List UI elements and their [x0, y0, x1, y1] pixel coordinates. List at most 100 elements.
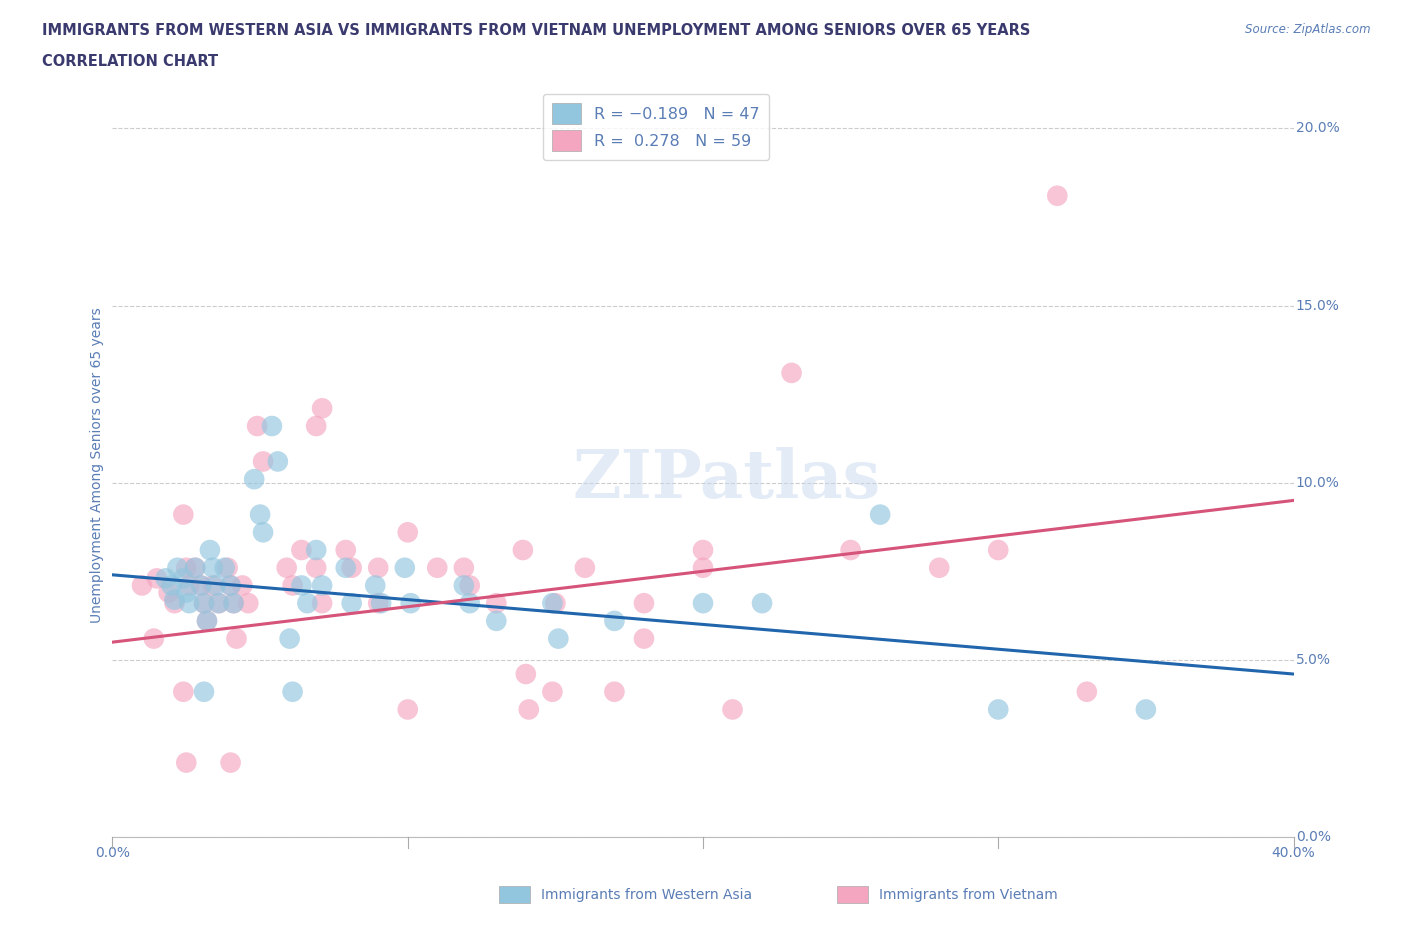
- Point: [394, 560, 416, 575]
- Point: [305, 418, 328, 433]
- Point: [198, 542, 221, 557]
- Point: [751, 596, 773, 611]
- Text: 0.0%: 0.0%: [1296, 830, 1331, 844]
- Point: [692, 560, 714, 575]
- Point: [987, 702, 1010, 717]
- Point: [276, 560, 298, 575]
- Point: [217, 560, 239, 575]
- Point: [780, 365, 803, 380]
- Point: [249, 507, 271, 522]
- Text: Immigrants from Western Asia: Immigrants from Western Asia: [541, 887, 752, 902]
- Point: [290, 542, 312, 557]
- Point: [364, 578, 387, 593]
- Point: [208, 596, 231, 611]
- Point: [515, 667, 537, 682]
- Point: [367, 596, 389, 611]
- Point: [172, 507, 194, 522]
- Point: [222, 596, 245, 611]
- Point: [174, 560, 197, 575]
- Point: [290, 578, 312, 593]
- Point: [399, 596, 422, 611]
- Point: [311, 578, 333, 593]
- Point: [297, 596, 319, 611]
- Point: [252, 525, 274, 539]
- Point: [544, 596, 567, 611]
- Point: [517, 702, 540, 717]
- Point: [367, 560, 389, 575]
- Point: [721, 702, 744, 717]
- Point: [574, 560, 596, 575]
- Point: [172, 684, 194, 699]
- Point: [225, 631, 247, 646]
- Point: [190, 578, 212, 593]
- Point: [219, 578, 242, 593]
- Point: [190, 578, 212, 593]
- Point: [260, 418, 283, 433]
- Point: [184, 560, 207, 575]
- Point: [305, 560, 328, 575]
- Point: [633, 631, 655, 646]
- Point: [172, 571, 194, 586]
- Point: [142, 631, 165, 646]
- Point: [396, 525, 419, 539]
- Point: [1046, 188, 1069, 203]
- Point: [458, 596, 481, 611]
- Point: [541, 596, 564, 611]
- Point: [603, 614, 626, 629]
- Point: [453, 578, 475, 593]
- Text: IMMIGRANTS FROM WESTERN ASIA VS IMMIGRANTS FROM VIETNAM UNEMPLOYMENT AMONG SENIO: IMMIGRANTS FROM WESTERN ASIA VS IMMIGRAN…: [42, 23, 1031, 38]
- Text: 0.0%: 0.0%: [96, 846, 129, 860]
- Point: [278, 631, 301, 646]
- Point: [252, 454, 274, 469]
- Point: [305, 542, 328, 557]
- Text: 10.0%: 10.0%: [1296, 476, 1340, 490]
- Point: [166, 560, 188, 575]
- Point: [222, 596, 245, 611]
- Point: [692, 542, 714, 557]
- Point: [692, 596, 714, 611]
- Point: [426, 560, 449, 575]
- Point: [146, 571, 169, 586]
- Point: [311, 596, 333, 611]
- Text: ZIPatlas: ZIPatlas: [572, 447, 880, 512]
- Point: [453, 560, 475, 575]
- Point: [311, 401, 333, 416]
- Point: [458, 578, 481, 593]
- Point: [174, 585, 197, 600]
- Point: [547, 631, 569, 646]
- Point: [335, 560, 357, 575]
- Point: [195, 614, 218, 629]
- Point: [1135, 702, 1157, 717]
- Text: 15.0%: 15.0%: [1296, 299, 1340, 312]
- Point: [839, 542, 862, 557]
- Text: Source: ZipAtlas.com: Source: ZipAtlas.com: [1246, 23, 1371, 36]
- Point: [340, 596, 363, 611]
- Text: CORRELATION CHART: CORRELATION CHART: [42, 54, 218, 69]
- Y-axis label: Unemployment Among Seniors over 65 years: Unemployment Among Seniors over 65 years: [90, 307, 104, 623]
- Point: [195, 614, 218, 629]
- Point: [155, 571, 177, 586]
- Point: [179, 578, 201, 593]
- Point: [201, 578, 224, 593]
- Point: [281, 684, 304, 699]
- Point: [214, 560, 236, 575]
- Point: [219, 755, 242, 770]
- Text: 20.0%: 20.0%: [1296, 122, 1340, 136]
- Point: [208, 596, 231, 611]
- Point: [205, 578, 228, 593]
- Point: [267, 454, 290, 469]
- Point: [541, 684, 564, 699]
- Point: [157, 585, 180, 600]
- Legend: R = −0.189   N = 47, R =  0.278   N = 59: R = −0.189 N = 47, R = 0.278 N = 59: [543, 94, 769, 160]
- Point: [512, 542, 534, 557]
- Point: [928, 560, 950, 575]
- Point: [485, 614, 508, 629]
- Point: [160, 578, 183, 593]
- Point: [340, 560, 363, 575]
- Point: [485, 596, 508, 611]
- Point: [193, 596, 215, 611]
- Point: [193, 596, 215, 611]
- Point: [184, 560, 207, 575]
- Point: [869, 507, 891, 522]
- Point: [396, 702, 419, 717]
